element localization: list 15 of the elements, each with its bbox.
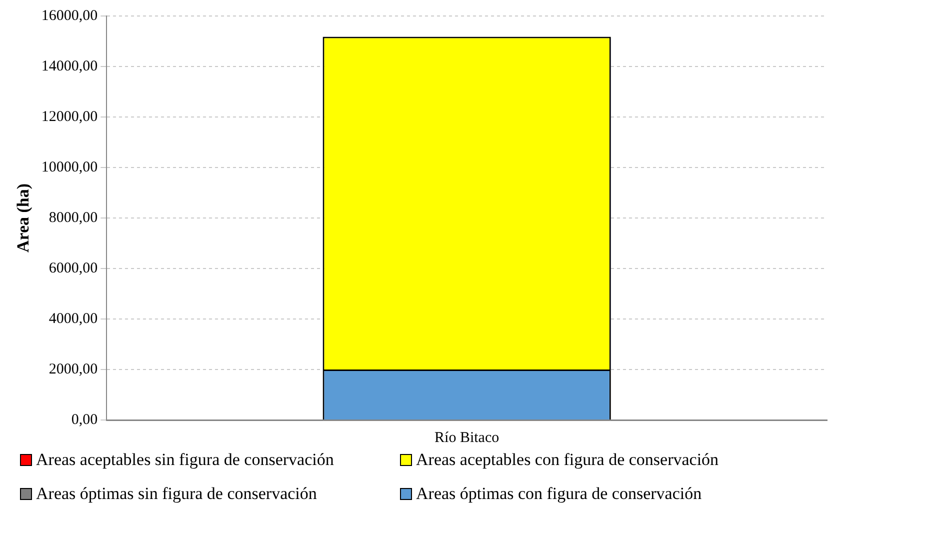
y-tick-label: 14000,00	[41, 58, 98, 74]
legend-label: Areas óptimas sin figura de conservación	[36, 484, 317, 504]
y-tick-label: 16000,00	[41, 8, 98, 24]
legend-label: Areas óptimas con figura de conservación	[416, 484, 702, 504]
y-tick-label: 2000,00	[48, 361, 98, 378]
y-axis-title: Area (ha)	[14, 183, 33, 253]
y-tick-label: 6000,00	[48, 260, 98, 276]
y-tick-label: 8000,00	[48, 210, 98, 226]
legend-label: Areas aceptables con figura de conservación	[416, 450, 719, 470]
y-tick-label: 12000,00	[41, 108, 98, 125]
y-tick-label: 4000,00	[48, 310, 98, 327]
legend-label: Areas aceptables sin figura de conservación	[36, 450, 334, 470]
x-tick-label: Río Bitaco	[434, 430, 500, 446]
y-tick-label: 0,00	[71, 412, 98, 428]
y-tick-label: 10000,00	[41, 159, 98, 176]
